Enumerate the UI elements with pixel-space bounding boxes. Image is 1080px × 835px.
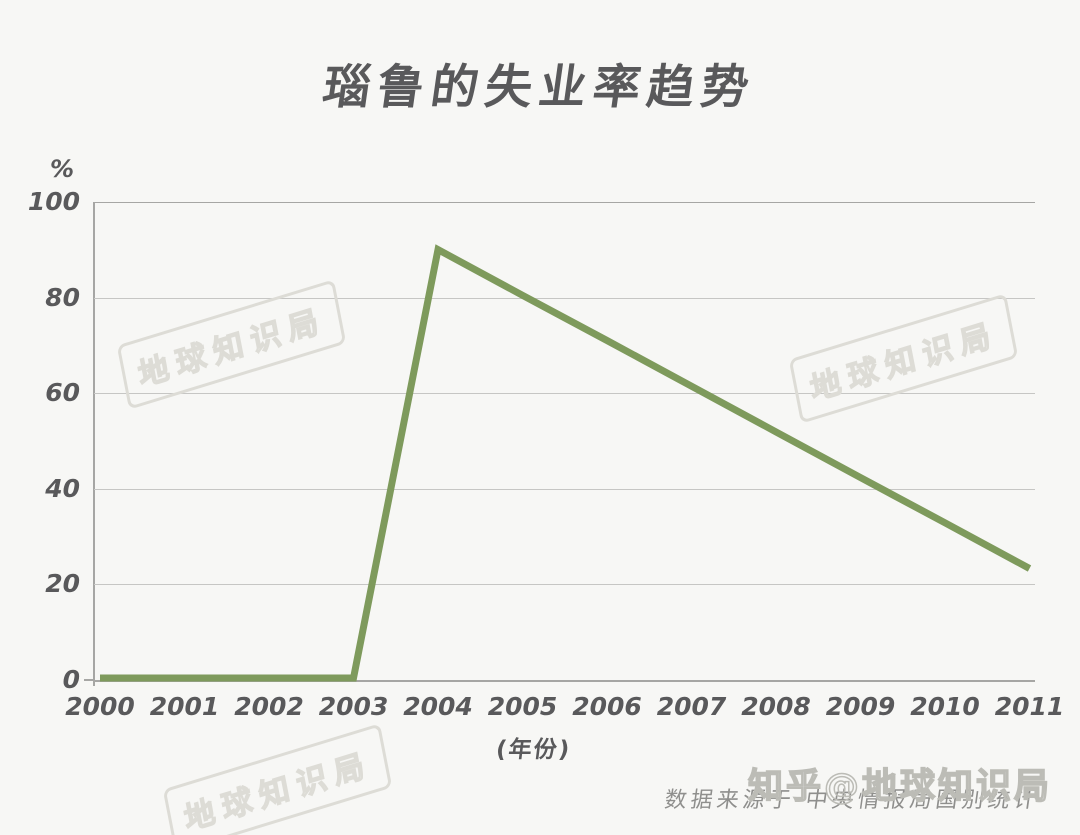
y-tick-label-0: 0 xyxy=(62,665,80,694)
gridline-100 xyxy=(94,202,1035,203)
zhihu-watermark: 知乎@地球知识局 xyxy=(747,766,1052,808)
x-tick-label-2002: 2002 xyxy=(234,692,304,721)
y-tick-label-80: 80 xyxy=(45,282,80,312)
x-tick-label-2004: 2004 xyxy=(403,692,473,721)
y-tick-label-60: 60 xyxy=(45,378,80,408)
x-tick-label-2011: 2011 xyxy=(994,692,1065,721)
gridline-80 xyxy=(94,297,1035,299)
x-tick-label-2000: 2000 xyxy=(65,692,135,721)
y-tick-label-20: 20 xyxy=(45,569,80,599)
unemployment-line-series xyxy=(100,244,1032,682)
y-axis-unit-label: % xyxy=(49,155,74,183)
gridline-60 xyxy=(94,393,1035,395)
gridline-40 xyxy=(94,488,1035,490)
x-tick-label-2007: 2007 xyxy=(656,692,727,721)
x-tick-label-2008: 2008 xyxy=(741,692,811,721)
x-tick-label-2006: 2006 xyxy=(572,692,642,721)
y-tick-label-100: 100 xyxy=(27,187,80,216)
y-axis-line xyxy=(93,202,95,686)
gridline-20 xyxy=(94,584,1035,586)
y-axis-zero-tick xyxy=(84,679,94,681)
y-tick-label-40: 40 xyxy=(45,473,80,503)
x-axis-title: (年份) xyxy=(494,737,573,763)
x-tick-label-2003: 2003 xyxy=(318,692,389,721)
x-axis-line xyxy=(94,680,1035,682)
x-tick-label-2009: 2009 xyxy=(825,692,896,721)
x-tick-label-2010: 2010 xyxy=(910,692,980,721)
x-tick-label-2001: 2001 xyxy=(149,692,220,721)
x-tick-label-2005: 2005 xyxy=(487,692,558,721)
